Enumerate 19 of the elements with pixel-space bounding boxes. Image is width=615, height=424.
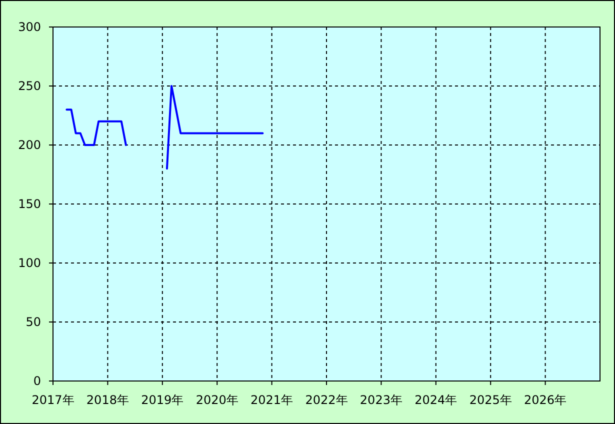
- y-tick-label: 100: [18, 256, 41, 270]
- line-series: [66, 108, 127, 146]
- y-tick-label: 150: [18, 197, 41, 211]
- y-tick-label: 200: [18, 138, 41, 152]
- x-tick-label: 2026年: [524, 393, 567, 407]
- y-tick-label: 250: [18, 79, 41, 93]
- y-tick-label: 300: [18, 20, 41, 34]
- x-tick-label: 2021年: [250, 393, 294, 407]
- x-tick-label: 2022年: [305, 393, 348, 407]
- y-tick-label: 0: [33, 374, 41, 388]
- y-tick-label: 50: [26, 315, 41, 329]
- x-tick-label: 2023年: [360, 393, 402, 407]
- x-tick-label: 2018年: [86, 393, 129, 407]
- line-series: [166, 85, 264, 170]
- x-tick-label: 2017年: [32, 393, 74, 407]
- x-tick-label: 2019年: [141, 393, 184, 407]
- x-tick-label: 2025年: [469, 393, 512, 407]
- x-tick-label: 2024年: [414, 393, 458, 407]
- x-tick-label: 2020年: [196, 393, 238, 407]
